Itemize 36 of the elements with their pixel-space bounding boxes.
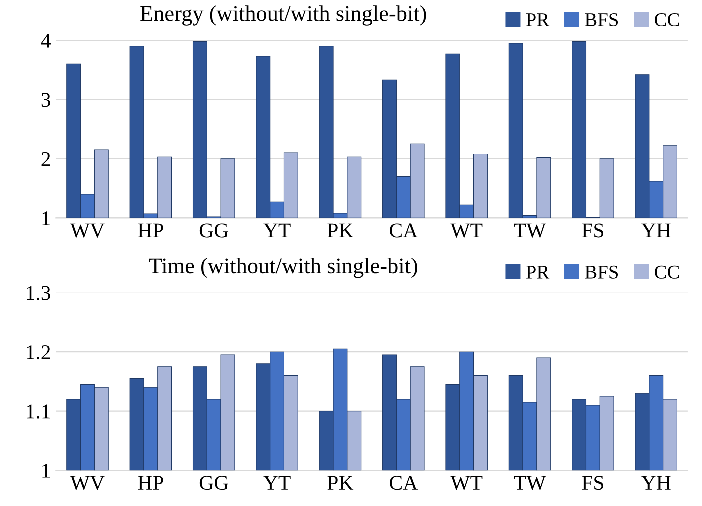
x-tick-label: CA bbox=[390, 476, 418, 490]
legend-label: BFS bbox=[585, 13, 618, 27]
x-tick-label: PK bbox=[328, 476, 354, 490]
x-tick-label: HP bbox=[138, 224, 164, 238]
x-tick-label: PK bbox=[328, 224, 354, 238]
chart-title: Time (without/with single-bit) bbox=[149, 258, 418, 278]
x-tick-label: YT bbox=[264, 224, 291, 238]
x-tick-label: FS bbox=[582, 476, 604, 490]
y-tick-label: 1 bbox=[42, 212, 50, 226]
legend-label: BFS bbox=[585, 266, 618, 279]
x-tick-label: GG bbox=[200, 476, 229, 490]
y-tick-label: 4 bbox=[41, 34, 51, 48]
x-tick-label: TW bbox=[514, 224, 546, 238]
legend-label: CC bbox=[655, 13, 680, 27]
legend-label: PR bbox=[526, 14, 550, 26]
chart-title: Energy (without/with single-bit) bbox=[140, 6, 426, 26]
x-tick-label: WT bbox=[450, 476, 483, 490]
x-tick-label: TW bbox=[514, 476, 546, 490]
y-tick-label: 3 bbox=[42, 93, 50, 108]
legend-label: PR bbox=[526, 266, 550, 279]
y-tick-label: 1 bbox=[42, 464, 50, 478]
y-tick-label: 1.3 bbox=[27, 286, 50, 300]
x-tick-label: YH bbox=[642, 224, 671, 238]
y-tick-label: 1.2 bbox=[27, 346, 50, 360]
x-tick-label: WV bbox=[70, 224, 105, 238]
y-tick-label: 1.1 bbox=[27, 404, 50, 419]
x-tick-label: YH bbox=[642, 476, 671, 490]
x-tick-label: CA bbox=[390, 224, 418, 238]
legend-label: CC bbox=[655, 266, 680, 279]
x-tick-label: HP bbox=[138, 476, 164, 490]
x-tick-label: YT bbox=[264, 476, 291, 490]
y-tick-label: 2 bbox=[42, 152, 50, 166]
x-tick-label: WT bbox=[450, 224, 483, 238]
x-tick-label: GG bbox=[200, 224, 229, 238]
x-tick-label: WV bbox=[70, 476, 105, 490]
x-tick-label: FS bbox=[582, 224, 604, 238]
